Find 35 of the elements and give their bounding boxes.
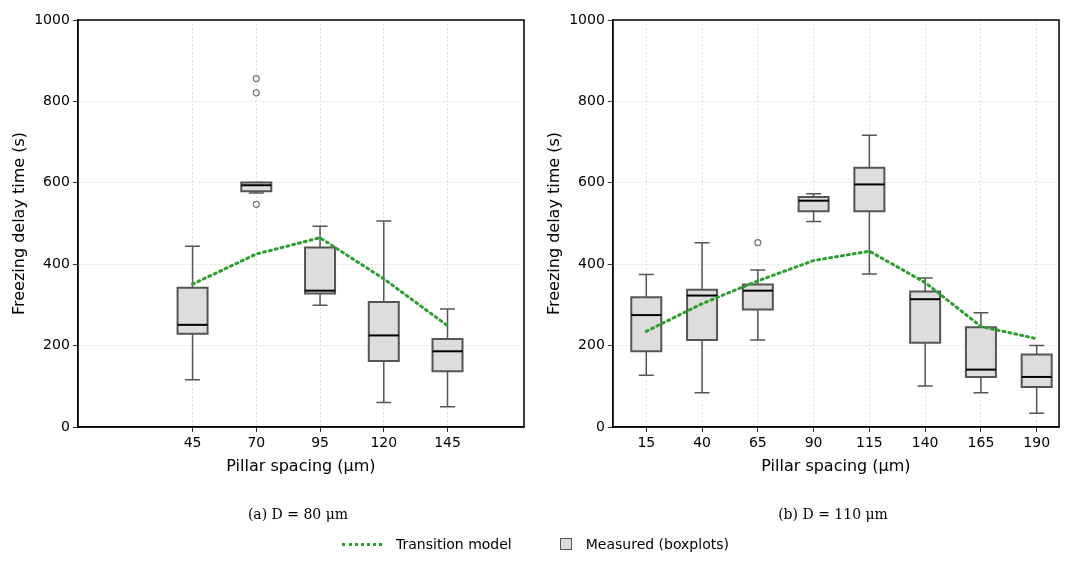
x-tick-label: 140 [911,434,939,451]
x-axis-title: Pillar spacing (µm) [226,455,376,475]
x-axis-title: Pillar spacing (µm) [761,455,911,475]
x-tick-label: 115 [856,434,883,451]
x-tick-label: 45 [183,434,202,451]
line-series [644,249,1039,341]
x-tick-label: 145 [434,434,461,451]
x-tick-label: 120 [370,434,398,451]
x-tick-label: 190 [1023,434,1051,451]
y-tick-label: 800 [578,92,605,109]
legend-label: Transition model [396,536,512,552]
y-tick-label: 400 [578,254,605,271]
x-tick-label: 15 [637,434,656,451]
text: (b) D = 110 μm [777,506,888,522]
y-tick-label: 200 [578,336,605,353]
legend-label: Measured (boxplots) [585,536,729,552]
x-tick-label: 90 [804,434,823,451]
y-axis-title: Freezing delay time (s) [8,131,28,316]
y-tick-label: 400 [43,254,70,271]
y-tick-label: 1000 [34,10,70,27]
y-tick-label: 1000 [569,10,605,27]
y-tick-label: 800 [43,92,70,109]
y-tick-label: 600 [43,173,70,190]
y-tick-label: 600 [578,173,605,190]
y-tick-label: 0 [595,417,605,434]
x-tick-label: 70 [247,434,266,451]
y-tick-label: 200 [43,336,70,353]
y-axis-title: Freezing delay time (s) [543,131,563,316]
x-tick-label: 165 [967,434,995,451]
y-tick-label: 0 [60,417,70,434]
x-tick-label: 65 [748,434,767,451]
x-tick-label: 40 [693,434,711,451]
text: (a) D = 80 μm [246,506,349,522]
x-tick-label: 95 [311,434,329,451]
line-series [191,236,450,328]
